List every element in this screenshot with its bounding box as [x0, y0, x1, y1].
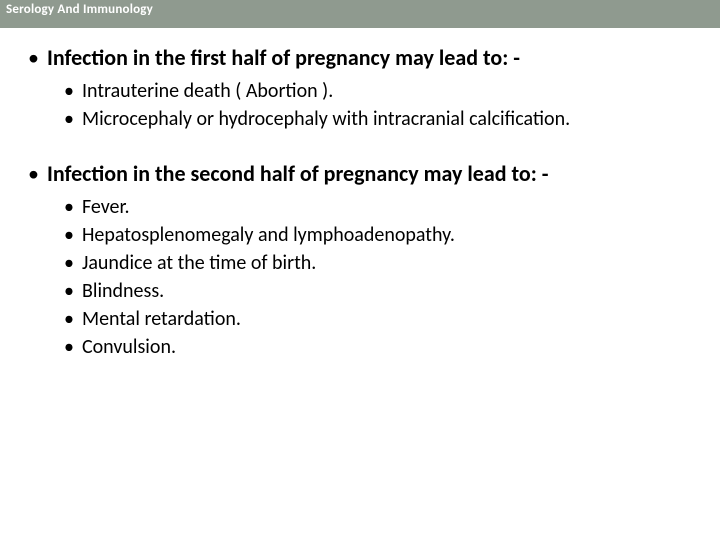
list-item: • Convulsion.: [64, 334, 696, 360]
bullet-icon: •: [28, 44, 39, 72]
header-title: Serology And Immunology: [6, 2, 153, 17]
list-item-text: Microcephaly or hydrocephaly with intrac…: [82, 106, 570, 132]
section-heading-row: • Infection in the second half of pregna…: [24, 160, 696, 188]
section-heading-row: • Infection in the first half of pregnan…: [24, 44, 696, 72]
bullet-icon: •: [64, 194, 74, 220]
sub-list: • Fever. • Hepatosplenomegaly and lympho…: [64, 194, 696, 360]
bullet-icon: •: [64, 78, 74, 104]
list-item-text: Fever.: [82, 194, 130, 220]
list-item: • Intrauterine death ( Abortion ).: [64, 78, 696, 104]
sub-list: • Intrauterine death ( Abortion ). • Mic…: [64, 78, 696, 132]
section-second-half: • Infection in the second half of pregna…: [24, 160, 696, 360]
list-item-text: Convulsion.: [82, 334, 176, 360]
list-item: • Microcephaly or hydrocephaly with intr…: [64, 106, 696, 132]
list-item-text: Intrauterine death ( Abortion ).: [82, 78, 333, 104]
bullet-icon: •: [64, 222, 74, 248]
list-item: • Jaundice at the time of birth.: [64, 250, 696, 276]
slide-content: • Infection in the first half of pregnan…: [0, 28, 720, 360]
list-item-text: Hepatosplenomegaly and lymphoadenopathy.: [82, 222, 455, 248]
bullet-icon: •: [64, 250, 74, 276]
slide-header: Serology And Immunology: [0, 0, 720, 28]
list-item-text: Mental retardation.: [82, 306, 241, 332]
list-item: • Blindness.: [64, 278, 696, 304]
section-heading: Infection in the second half of pregnanc…: [47, 160, 549, 188]
bullet-icon: •: [64, 306, 74, 332]
bullet-icon: •: [28, 160, 39, 188]
section-heading: Infection in the first half of pregnancy…: [47, 44, 520, 72]
bullet-icon: •: [64, 334, 74, 360]
list-item: • Fever.: [64, 194, 696, 220]
bullet-icon: •: [64, 278, 74, 304]
section-first-half: • Infection in the first half of pregnan…: [24, 44, 696, 132]
list-item: • Mental retardation.: [64, 306, 696, 332]
list-item-text: Blindness.: [82, 278, 164, 304]
list-item: • Hepatosplenomegaly and lymphoadenopath…: [64, 222, 696, 248]
list-item-text: Jaundice at the time of birth.: [82, 250, 316, 276]
bullet-icon: •: [64, 106, 74, 132]
